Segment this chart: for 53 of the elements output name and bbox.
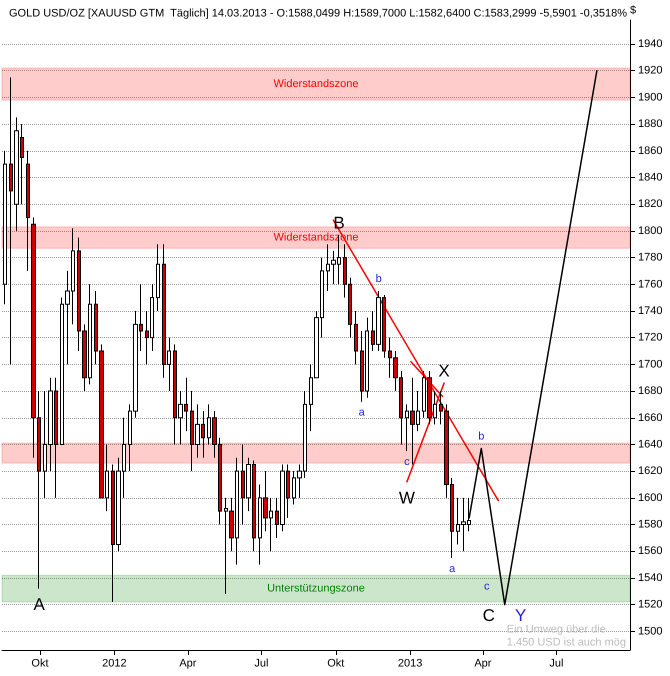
y-tick-label: 1680 <box>638 385 662 398</box>
x-tick-label: Jul <box>549 658 564 670</box>
x-tick-label: 2012 <box>102 658 127 670</box>
annotation: X <box>438 362 450 381</box>
line-series <box>468 70 598 606</box>
annotation: Ein Umweg über die 1.450 USD ist auch mög <box>506 624 626 648</box>
y-tick-label: 1620 <box>638 465 662 478</box>
y-tick-label: 1760 <box>638 278 662 290</box>
y-tick-label: 1600 <box>638 492 662 504</box>
x-tick-label: Okt <box>327 658 344 670</box>
annotation: W <box>398 488 415 508</box>
y-tick-label: 1540 <box>638 572 662 584</box>
y-tick-label: 1520 <box>638 598 662 611</box>
x-tick-label: 2013 <box>398 658 422 670</box>
annotation: Y <box>515 606 526 626</box>
y-tick-label: 1700 <box>638 358 662 370</box>
candlestick <box>26 150 30 272</box>
x-tick-label: Apr <box>179 658 197 670</box>
chart-title: GOLD USD/OZ [XAUUSD GTM Täglich] 14.03.2013 - O:1588,0499 H:1589,7000 L:1582,6400 C:1583,2999 -5,5901 -0,3518% <box>9 8 628 20</box>
y-tick-label: 1580 <box>638 518 662 531</box>
y-tick-label: 1880 <box>638 118 662 130</box>
annotation: b <box>478 430 484 442</box>
y-tick-label: 1920 <box>638 64 662 77</box>
y-tick-label: 1840 <box>638 172 662 184</box>
annotation: A <box>34 595 46 614</box>
annotation: a <box>449 562 456 575</box>
y-tick-label: 1900 <box>638 91 662 104</box>
annotation: b <box>376 272 382 285</box>
x-tick-label: Jul <box>254 658 268 670</box>
y-tick-label: 1860 <box>638 144 662 157</box>
band-label: Unterstützungszone <box>267 582 365 595</box>
annotation: c <box>404 456 410 468</box>
annotation: C <box>482 606 495 626</box>
annotation: c <box>484 580 490 593</box>
y-axis-title: $ <box>630 4 636 16</box>
x-tick-label: Okt <box>31 658 49 670</box>
y-tick-label: 1500 <box>638 625 662 638</box>
y-tick-label: 1560 <box>638 545 662 558</box>
annotation: B <box>333 213 345 232</box>
y-tick-label: 1640 <box>638 438 662 450</box>
candlestick <box>3 150 7 305</box>
x-tick-label: Apr <box>474 658 492 670</box>
y-tick-label: 1660 <box>638 412 662 424</box>
y-tick-label: 1740 <box>638 304 662 317</box>
y-tick-label: 1820 <box>638 198 662 210</box>
y-tick-label: 1780 <box>638 252 662 264</box>
candlestick <box>354 310 358 365</box>
y-tick-label: 1800 <box>638 224 662 237</box>
y-tick-label: 1940 <box>638 38 662 50</box>
candlestick <box>156 244 160 312</box>
annotation: a <box>358 406 366 419</box>
band-label: Widerstandszone <box>274 78 358 90</box>
y-tick-label: 1720 <box>638 332 662 344</box>
